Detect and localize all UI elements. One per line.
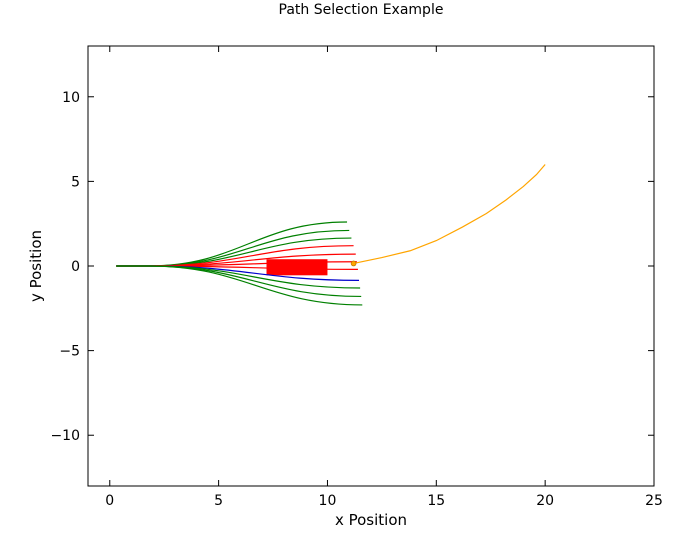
x-tick-label: 10 (319, 493, 337, 509)
y-axis-label: y Position (27, 230, 45, 302)
axis-ticks: 0 5 10 15 20 25 −10 −5 0 5 10 (50, 46, 663, 509)
y-tick-label: −10 (50, 428, 80, 444)
x-tick-label: 0 (105, 493, 114, 509)
y-tick-label: 10 (62, 90, 80, 106)
y-tick-label: 0 (71, 259, 80, 275)
plot-area (116, 164, 546, 306)
x-axis-label: x Position (335, 511, 407, 529)
x-tick-label: 25 (645, 493, 663, 509)
x-tick-label: 5 (214, 493, 223, 509)
y-tick-label: −5 (59, 344, 80, 360)
chart-title: Path Selection Example (279, 2, 444, 18)
traveled-path (353, 164, 546, 265)
candidate-path-11 (116, 265, 363, 306)
x-tick-label: 15 (427, 493, 445, 509)
current-position-marker (350, 260, 357, 267)
x-tick-label: 20 (536, 493, 554, 509)
y-tick-label: 5 (71, 174, 80, 190)
